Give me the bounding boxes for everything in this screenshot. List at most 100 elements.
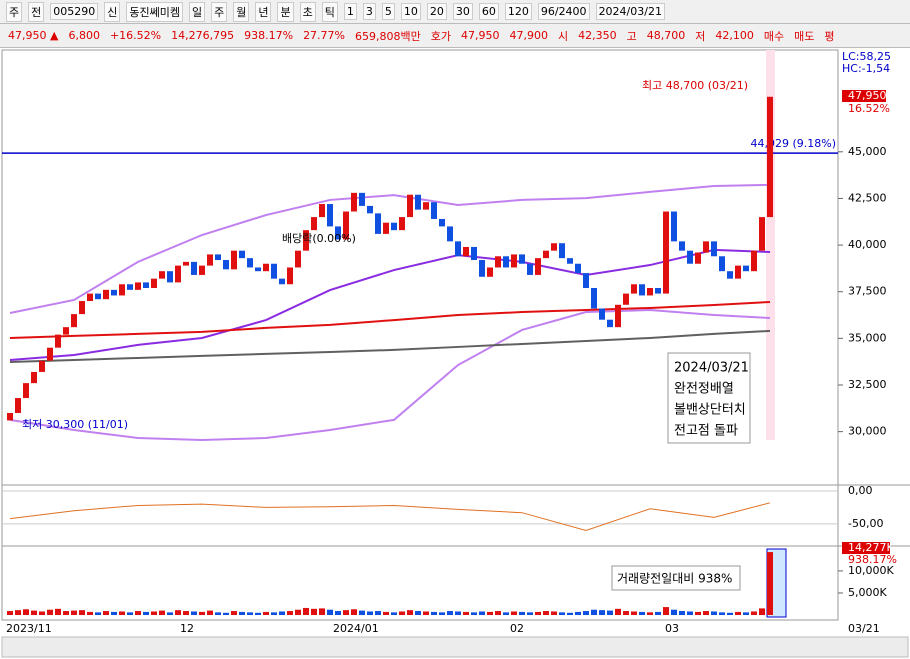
toolbar-item[interactable]: 분: [277, 1, 294, 22]
toolbar-item[interactable]: 일: [188, 1, 206, 22]
toolbar: 주 전 005290 신 동진쎄미켐 일 주 월 년 분 초 틱 1 3 5 10 20 30 60 120 96/24…: [0, 0, 910, 24]
volume-bar: [719, 612, 725, 615]
volume-bar: [231, 611, 237, 615]
candle: [167, 271, 173, 283]
candle: [711, 241, 717, 257]
candle: [455, 241, 461, 257]
volume-bar: [159, 610, 165, 615]
toolbar-item[interactable]: 10: [400, 3, 421, 20]
note-line: 완전정배열: [674, 382, 734, 397]
candle: [47, 347, 53, 361]
toolbar-item[interactable]: 1: [343, 3, 357, 20]
candle: [519, 254, 525, 264]
candle: [287, 267, 293, 285]
toolbar-item[interactable]: 월: [233, 1, 250, 22]
toolbar-item[interactable]: 신: [104, 1, 121, 22]
ma-line: [9, 248, 771, 361]
toolbar-item[interactable]: 3: [362, 3, 376, 20]
volume-bar: [487, 611, 493, 615]
toolbar-item: 고: [626, 29, 637, 43]
candle: [15, 398, 21, 413]
x-tick-label: 2023/11: [6, 622, 52, 635]
toolbar-item[interactable]: 60: [478, 3, 499, 20]
volume-bar: [567, 612, 573, 615]
volume-bar: [295, 609, 301, 615]
volume-bar: [727, 612, 733, 615]
volume-last: 14,277K: [848, 541, 894, 554]
candle: [431, 202, 437, 219]
volume-bar: [503, 612, 509, 615]
toolbar-item: 14,276,795: [171, 29, 235, 42]
candle: [359, 192, 365, 206]
toolbar-item[interactable]: 5: [381, 3, 395, 20]
toolbar-item[interactable]: 초: [299, 1, 316, 22]
toolbar-item[interactable]: 년: [255, 1, 272, 22]
toolbar-item[interactable]: 30: [452, 3, 473, 20]
candle: [727, 271, 733, 279]
volume-bar: [391, 612, 397, 615]
toolbar-item: 47,900: [509, 29, 549, 42]
volume-ratio: 938.17%: [848, 553, 897, 566]
volume-bar: [31, 610, 37, 615]
y-tick-label: 32,500: [848, 378, 887, 391]
volume-bar: [447, 611, 453, 615]
candle: [695, 252, 701, 264]
toolbar-item[interactable]: 005290: [50, 3, 99, 20]
toolbar-item[interactable]: 동진쎄미켐: [126, 1, 183, 22]
toolbar-item: 6,800: [68, 29, 100, 42]
volume-bar: [151, 611, 157, 615]
toolbar-item[interactable]: 2024/03/21: [595, 3, 665, 20]
toolbar-item[interactable]: 96/2400: [537, 3, 590, 20]
candle: [95, 293, 101, 300]
candle: [639, 284, 645, 296]
volume-bar: [367, 611, 373, 615]
candle: [207, 254, 213, 266]
x-tick-label: 2024/01: [333, 622, 379, 635]
volume-bar: [143, 611, 149, 615]
volume-bar: [671, 609, 677, 615]
toolbar-item: 659,808백만: [355, 29, 421, 43]
volume-bar: [767, 552, 773, 615]
chart: 45,000 42,500 40,000 37,500 35,000 32,500 30,0…: [1, 49, 910, 658]
y-tick-label: 45,000: [848, 145, 887, 158]
volume-bar: [751, 611, 757, 615]
toolbar-item[interactable]: 주: [211, 1, 228, 22]
toolbar-item: 호가: [430, 29, 451, 43]
volume-bar: [407, 610, 413, 615]
candle: [327, 204, 333, 227]
toolbar-item: 48,700: [646, 29, 686, 42]
volume-bar: [527, 612, 533, 615]
volume-bar: [623, 611, 629, 615]
candle: [503, 256, 509, 268]
candle: [279, 278, 285, 285]
volume-bar: [703, 611, 709, 615]
volume-bar: [399, 611, 405, 615]
candle: [71, 314, 77, 328]
volume-bar: [39, 611, 45, 615]
toolbar-item: 47,950: [461, 29, 500, 42]
volume-bar: [471, 612, 477, 615]
toolbar-item[interactable]: 틱: [321, 1, 338, 22]
toolbar-item[interactable]: 20: [426, 3, 447, 20]
candle: [631, 284, 637, 294]
toolbar-item[interactable]: 전: [28, 1, 45, 22]
toolbar-item: 42,350: [578, 29, 617, 42]
candle: [247, 258, 253, 268]
volume-bar: [655, 611, 661, 615]
candle: [343, 211, 349, 240]
y-tick-label: 10,000K: [848, 564, 894, 577]
candle: [703, 241, 709, 253]
volume-bar: [575, 611, 581, 615]
volume-bar: [135, 611, 141, 615]
volume-bar: [175, 610, 181, 615]
toolbar-item[interactable]: 주: [6, 1, 23, 22]
volume-bar: [271, 612, 277, 615]
toolbar-item[interactable]: 120: [504, 3, 532, 20]
volume-bar: [215, 612, 221, 615]
volume-bar: [431, 611, 437, 615]
indicator-line: [9, 502, 771, 532]
volume-bar: [303, 607, 309, 615]
candle: [391, 222, 397, 231]
candle: [271, 263, 277, 279]
